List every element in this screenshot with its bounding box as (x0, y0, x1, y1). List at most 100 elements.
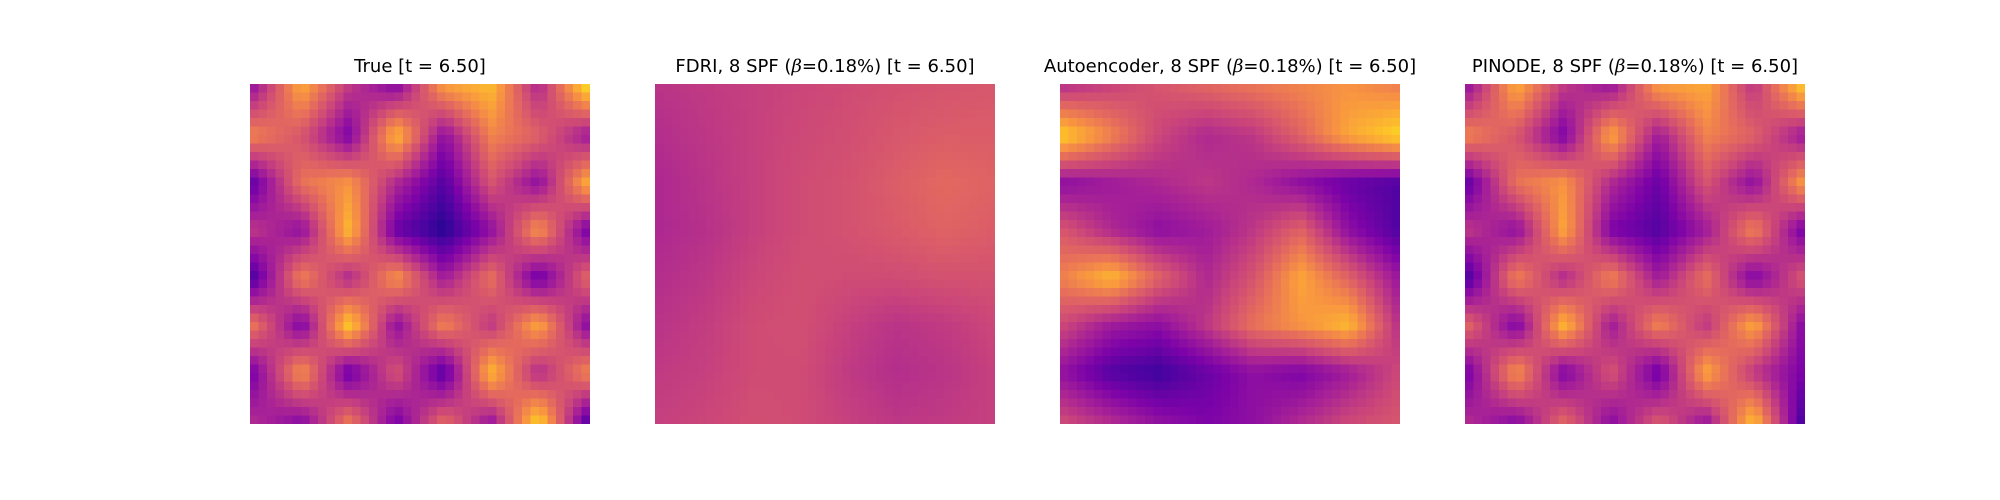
heatmap-cell (420, 305, 429, 314)
heatmap-cell (1187, 407, 1197, 416)
heatmap-cell (757, 339, 766, 348)
heatmap-cell (309, 407, 319, 416)
heatmap-cell (496, 194, 506, 204)
heatmap-cell (782, 169, 792, 178)
heatmap-cell (1204, 109, 1214, 119)
heatmap-cell (1187, 330, 1197, 340)
heatmap-cell (343, 347, 353, 357)
heatmap-cell (1366, 364, 1375, 374)
heatmap-cell (1643, 92, 1653, 102)
heatmap-cell (343, 313, 353, 323)
heatmap-cell (884, 118, 894, 127)
heatmap-cell (1272, 279, 1282, 289)
heatmap-cell (1357, 271, 1367, 280)
heatmap-cell (825, 228, 834, 238)
heatmap-cell (1077, 339, 1086, 348)
heatmap-cell (876, 364, 885, 374)
heatmap-cell (1085, 211, 1095, 221)
heatmap-cell (927, 211, 936, 221)
heatmap-cell (386, 288, 395, 297)
heatmap-cell (403, 237, 412, 246)
heatmap-cell (343, 305, 353, 314)
heatmap-cell (1281, 330, 1290, 340)
heatmap-cell (522, 398, 531, 408)
heatmap-cell (1128, 152, 1137, 161)
heatmap-cell (1230, 262, 1239, 272)
heatmap-cell (731, 407, 741, 416)
heatmap-cell (539, 407, 548, 416)
heatmap-cell (445, 126, 455, 136)
heatmap-cell (394, 211, 404, 221)
heatmap-cell (1533, 118, 1542, 127)
heatmap-cell (706, 407, 715, 416)
heatmap-cell (816, 313, 826, 323)
heatmap-cell (1255, 203, 1265, 212)
heatmap-cell (842, 407, 851, 416)
heatmap-cell (1357, 305, 1367, 314)
heatmap-cell (1170, 279, 1180, 289)
heatmap-cell (343, 143, 353, 153)
heatmap-cell (530, 254, 540, 263)
heatmap-cell (505, 356, 514, 365)
heatmap-cell (1136, 296, 1146, 306)
heatmap-cell (1323, 305, 1333, 314)
heatmap-cell (513, 160, 523, 170)
heatmap-cell (1391, 177, 1400, 187)
heatmap-cell (1128, 330, 1137, 340)
heatmap-cell (850, 356, 860, 365)
heatmap-cell (1482, 109, 1491, 119)
heatmap-cell (986, 109, 995, 119)
heatmap-cell (816, 305, 826, 314)
heatmap-cell (377, 118, 387, 127)
heatmap-cell (774, 237, 783, 246)
heatmap-cell (808, 330, 817, 340)
heatmap-cell (697, 152, 707, 161)
heatmap-cell (428, 160, 438, 170)
heatmap-cell (445, 186, 455, 195)
heatmap-cell (842, 203, 851, 212)
heatmap-cell (530, 203, 540, 212)
heatmap-cell (1179, 398, 1188, 408)
heatmap-cell (343, 194, 353, 204)
heatmap-cell (799, 347, 809, 357)
heatmap-cell (275, 407, 285, 416)
heatmap-cell (1349, 313, 1358, 323)
heatmap-cell (1128, 118, 1137, 127)
heatmap-cell (655, 288, 664, 297)
heatmap-cell (343, 84, 353, 93)
heatmap-cell (731, 296, 741, 306)
heatmap-cell (318, 322, 327, 331)
heatmap-cell (301, 237, 310, 246)
heatmap-cell (386, 220, 395, 229)
heatmap-cell (488, 101, 497, 110)
heatmap-cell (748, 152, 758, 161)
heatmap-cell (689, 245, 698, 255)
heatmap-cell (1247, 398, 1256, 408)
heatmap-cell (369, 296, 378, 306)
heatmap-cell (1145, 373, 1154, 382)
heatmap-cell (833, 390, 843, 399)
heatmap-cell (884, 347, 894, 357)
heatmap-cell (791, 330, 800, 340)
heatmap-cell (1465, 109, 1474, 119)
heatmap-cell (445, 262, 455, 272)
heatmap-cell (833, 194, 843, 204)
heatmap-cell (910, 305, 919, 314)
heatmap-cell (445, 109, 455, 119)
heatmap-cell (1281, 84, 1290, 93)
heatmap-cell (969, 313, 979, 323)
heatmap-cell (884, 313, 894, 323)
heatmap-cell (462, 160, 472, 170)
heatmap-cell (986, 160, 995, 170)
heatmap-cell (462, 254, 472, 263)
heatmap-cell (1567, 101, 1576, 110)
heatmap-cell (1221, 177, 1231, 187)
heatmap-cell (876, 407, 885, 416)
heatmap-cell (284, 92, 293, 102)
heatmap-cell (564, 84, 574, 93)
heatmap-cell (250, 160, 259, 170)
heatmap-cell (655, 84, 664, 93)
heatmap-cell (1289, 347, 1299, 357)
heatmap-cell (952, 186, 962, 195)
heatmap-cell (825, 356, 834, 365)
